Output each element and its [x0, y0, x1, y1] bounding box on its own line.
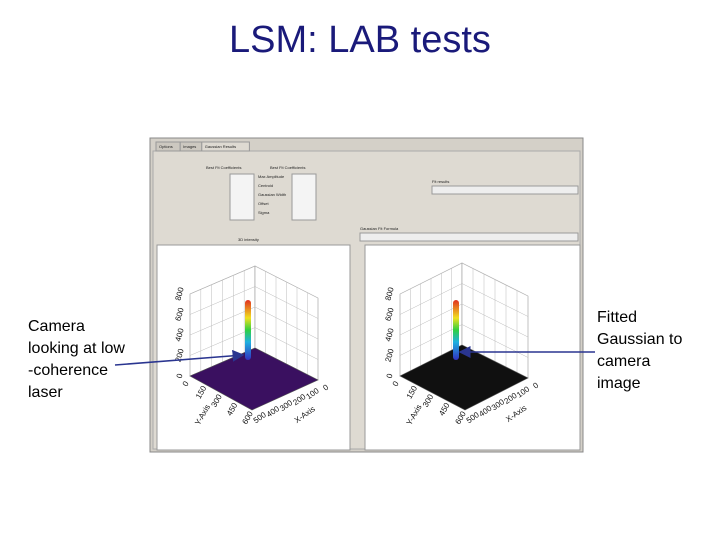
annotation-right: image [597, 375, 641, 392]
floor [399, 344, 529, 411]
coef-column-2 [291, 173, 317, 221]
coef-header: Best Fit Coefficients [206, 165, 242, 170]
coef-label: Sigma [258, 210, 270, 215]
coef-label: Offset [258, 201, 269, 206]
arrow-left [114, 349, 245, 366]
annotation-right: Gaussian to [597, 331, 682, 348]
formula-field [359, 232, 579, 242]
intensity-spike [453, 300, 459, 360]
tab-label: Options [159, 144, 173, 149]
tab [201, 141, 250, 152]
x-tick-label: 0 [321, 382, 330, 392]
z-tick-label: 0 [385, 372, 395, 379]
annotation-left: -coherence [28, 362, 108, 379]
y-tick-label: 0 [181, 379, 191, 388]
tab-label: Gaussian Results [205, 144, 236, 149]
annotation-left: Camera [28, 318, 85, 335]
field-label: Gaussian Fit Formula [360, 226, 399, 231]
coef-label: Max Amplitude [258, 174, 285, 179]
y-tick-label: 0 [391, 379, 401, 388]
annotation-left: looking at low [28, 340, 125, 357]
coef-label: Gaussian Width [258, 192, 286, 197]
coef-column-1 [229, 173, 255, 221]
slide-title: LSM: LAB tests [229, 19, 491, 61]
z-tick-label: 200 [384, 347, 396, 363]
z-tick-label: 400 [384, 327, 396, 343]
z-tick-label: 0 [175, 372, 185, 379]
annotation-left: laser [28, 384, 63, 401]
annotation-right: camera [597, 353, 650, 370]
plot-caption: 3D intensity [238, 237, 259, 242]
z-tick-label: 800 [384, 286, 396, 302]
z-tick-label: 800 [174, 286, 186, 302]
intensity-spike [245, 300, 251, 360]
field-label: Fit results [432, 179, 449, 184]
z-tick-label: 600 [174, 306, 186, 322]
z-tick-label: 600 [384, 306, 396, 322]
fit-results-field [431, 185, 579, 195]
annotation-right: Fitted [597, 309, 637, 326]
coef-label: Centroid [258, 183, 273, 188]
z-tick-label: 400 [174, 327, 186, 343]
coef-header: Best Fit Coefficients [270, 165, 306, 170]
x-tick-label: 0 [531, 380, 540, 390]
tab-label: Images [183, 144, 196, 149]
